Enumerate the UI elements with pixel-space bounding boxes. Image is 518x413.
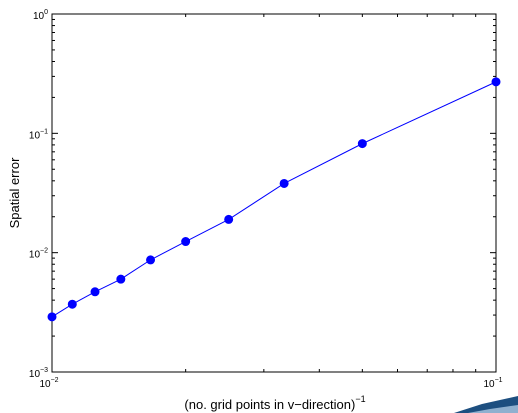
series-line — [51, 81, 497, 318]
data-point — [224, 214, 234, 224]
x-tick-label-base: 10 — [483, 379, 495, 390]
y-tick-label: 10−1 — [29, 128, 48, 141]
y-tick-label: 10−2 — [29, 248, 48, 261]
y-tick-label-exponent: 0 — [44, 9, 48, 16]
y-tick-label: 10−3 — [29, 367, 48, 380]
plot-area — [51, 13, 497, 373]
data-point — [67, 299, 77, 309]
x-tick-label-base: 10 — [39, 379, 51, 390]
y-tick-label-base: 10 — [29, 369, 41, 380]
x-tick-label-exponent: −2 — [51, 377, 59, 384]
x-axis-label-group: (no. grid points in v−direction)−1 — [184, 394, 365, 412]
x-tick-label: 10−2 — [39, 377, 58, 390]
y-tick-label-exponent: −1 — [40, 128, 48, 135]
corner-decoration-light — [468, 405, 518, 413]
x-axis-label-exponent: −1 — [355, 394, 365, 404]
y-tick-label-base: 10 — [33, 11, 45, 22]
x-tick-label-exponent: −1 — [495, 377, 503, 384]
series-layer — [47, 77, 501, 322]
data-point — [357, 139, 367, 149]
x-tick-label: 10−1 — [483, 377, 502, 390]
y-tick-label-exponent: −3 — [40, 367, 48, 374]
x-axis-label: (no. grid points in v−direction) — [184, 397, 355, 412]
data-point — [146, 255, 156, 265]
data-point — [116, 274, 126, 284]
y-tick-label-base: 10 — [29, 130, 41, 141]
y-tick-label-exponent: −2 — [40, 248, 48, 255]
data-point — [90, 287, 100, 297]
y-tick-label-base: 10 — [29, 250, 41, 261]
minor-ticks — [52, 14, 496, 372]
data-point — [491, 77, 501, 87]
y-axis-label: Spatial error — [7, 157, 22, 228]
y-tick-label: 100 — [33, 9, 48, 22]
data-point — [47, 312, 57, 322]
data-point — [181, 237, 191, 247]
major-ticks — [51, 13, 497, 373]
data-point — [279, 178, 289, 188]
